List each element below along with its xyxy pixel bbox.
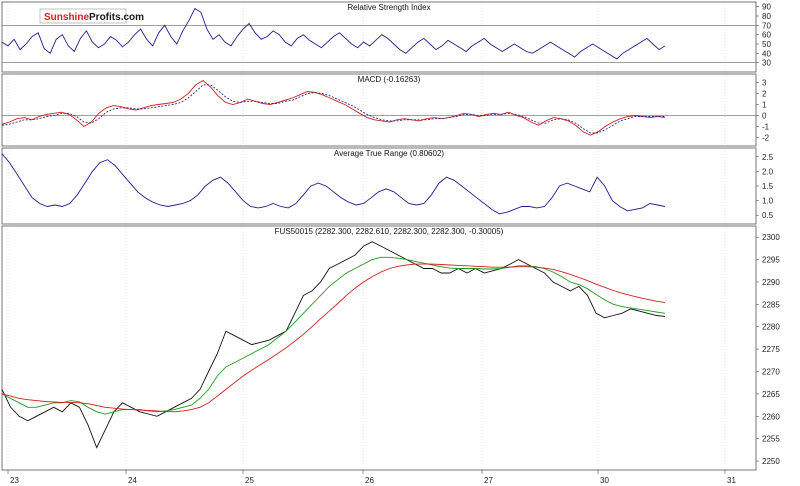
- series-line-3: [1, 263, 666, 413]
- y-tick-label: 2255: [762, 435, 780, 444]
- y-tick-label: 2260: [762, 412, 780, 421]
- logo-part-sunshine: Sunshine: [44, 12, 89, 23]
- y-tick-label: -1: [762, 122, 770, 131]
- y-tick-label: 2285: [762, 300, 780, 309]
- y-tick-label: 0.5: [762, 211, 774, 220]
- y-tick-label: 2.5: [762, 153, 774, 162]
- y-tick-label: 2265: [762, 390, 780, 399]
- x-tick-label: 31: [727, 476, 736, 485]
- panel-frame: [1, 1, 757, 73]
- x-tick-label: 24: [128, 476, 137, 485]
- y-tick-label: 2270: [762, 368, 780, 377]
- y-tick-label: 2: [762, 90, 767, 99]
- series-line-2: [1, 84, 665, 134]
- y-tick-label: 1.5: [762, 182, 774, 191]
- x-tick-label: 26: [365, 476, 374, 485]
- x-tick-label: 23: [10, 476, 19, 485]
- series-line-2: [1, 256, 666, 415]
- panel-2: 3 2 10 -1 -2 MACD (-0.16263): [1, 73, 770, 147]
- logo-part-com: .com: [121, 12, 144, 23]
- x-tick-label: 30: [600, 476, 609, 485]
- panel-frame: [1, 73, 757, 147]
- y-tick-label: 40: [762, 49, 771, 58]
- y-tick-label: 3: [762, 79, 767, 88]
- panel-title: MACD (-0.16263): [358, 75, 421, 84]
- logo-box: [39, 8, 127, 24]
- y-tick-label: 2280: [762, 323, 780, 332]
- y-tick-label: 80: [762, 12, 771, 21]
- logo: SunshineProfits.com: [39, 8, 144, 24]
- y-tick-label: 2250: [762, 457, 780, 466]
- panel-frame: [1, 225, 757, 471]
- y-tick-label: 2.0: [762, 167, 774, 176]
- x-tick-label: 25: [245, 476, 254, 485]
- y-tick-label: 1.0: [762, 197, 774, 206]
- y-tick-label: 2300: [762, 233, 780, 242]
- y-tick-label: 30: [762, 59, 771, 68]
- y-tick-label: 70: [762, 21, 771, 30]
- panel-3: 2.5 2.0 1.5 1.0 0.5 Average True Range (0.806…: [1, 147, 774, 225]
- y-tick-label: 50: [762, 40, 771, 49]
- y-tick-label: 2295: [762, 256, 780, 265]
- series-line-1: [1, 153, 666, 215]
- y-tick-label: -2: [762, 133, 770, 142]
- y-tick-label: 60: [762, 31, 771, 40]
- x-axis: 23 24 25 26 27 30 31: [7, 470, 736, 485]
- x-tick-label: 27: [484, 476, 493, 485]
- panel-4: 2300 2295 2290 2285 2280 2275 2270 2265 2260 2255…: [1, 225, 780, 471]
- series-line-1: [1, 79, 666, 136]
- y-tick-label: 2290: [762, 278, 780, 287]
- y-tick-label: 2275: [762, 345, 780, 354]
- y-tick-label: 1: [762, 101, 767, 110]
- y-tick-label: 0: [762, 111, 767, 120]
- panel-title: Average True Range (0.80602): [334, 149, 444, 158]
- panel-title: Relative Strength Index: [347, 3, 430, 12]
- panel-title: FUS50015 (2282.300, 2282.610, 2282.300, …: [275, 227, 504, 236]
- series-line-1: [1, 241, 666, 449]
- logo-text: SunshineProfits.com: [44, 12, 144, 23]
- y-tick-label: 90: [762, 3, 771, 12]
- logo-part-profits: Profits: [89, 12, 121, 23]
- series-line-1: [1, 7, 666, 60]
